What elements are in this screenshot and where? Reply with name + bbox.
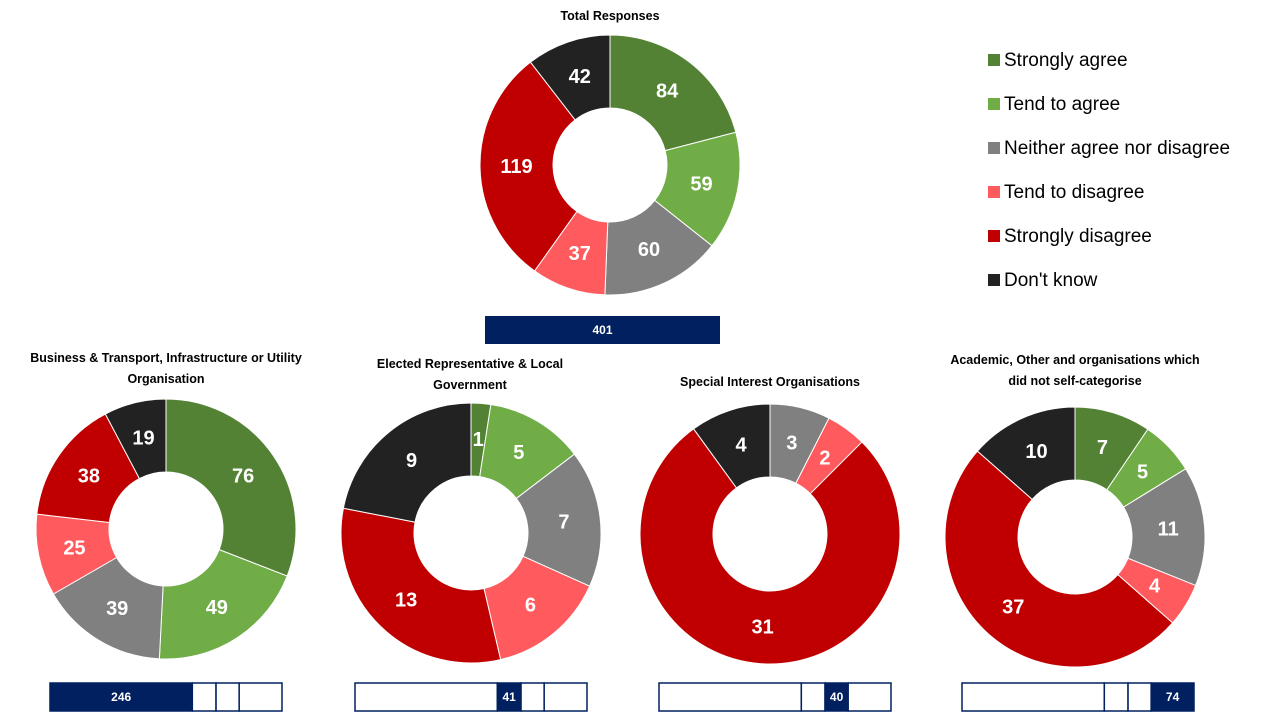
group-bar-segment bbox=[238, 682, 283, 712]
group-bar-segment bbox=[847, 682, 892, 712]
slice-label: 4 bbox=[1149, 575, 1161, 597]
slice-label: 5 bbox=[513, 442, 524, 464]
group-bar-segment bbox=[1127, 682, 1152, 712]
group-bar-segment bbox=[354, 682, 499, 712]
slice bbox=[529, 34, 611, 121]
group-bar-segment bbox=[658, 682, 803, 712]
legend-swatch bbox=[988, 98, 1000, 110]
chart-title: Business & Transport, Infrastructure or … bbox=[30, 351, 302, 386]
slice-label: 49 bbox=[206, 597, 228, 619]
slice-label: 37 bbox=[569, 243, 591, 265]
group-bar-segment bbox=[543, 682, 588, 712]
slice-label: 4 bbox=[736, 434, 748, 456]
slice-label: 13 bbox=[395, 590, 417, 612]
legend-swatch bbox=[988, 142, 1000, 154]
legend-label: Tend to disagree bbox=[1004, 182, 1145, 203]
slice-label: 37 bbox=[1002, 596, 1024, 618]
legend-label: Don't know bbox=[1004, 270, 1098, 291]
slice-label: 60 bbox=[638, 239, 660, 261]
group-bar-segment bbox=[191, 682, 217, 712]
slice-label: 2 bbox=[819, 448, 830, 470]
slice-label: 38 bbox=[78, 465, 100, 487]
total-bar bbox=[485, 316, 720, 344]
chart-title: Special Interest Organisations bbox=[680, 375, 860, 389]
legend-swatch bbox=[988, 230, 1000, 242]
slice bbox=[692, 403, 771, 489]
legend-label: Strongly disagree bbox=[1004, 226, 1152, 247]
slice-label: 31 bbox=[752, 616, 774, 638]
slice bbox=[165, 398, 297, 577]
slice-label: 119 bbox=[500, 156, 532, 178]
slice-label: 76 bbox=[232, 465, 254, 487]
legend-swatch bbox=[988, 274, 1000, 286]
chart-title: Total Responses bbox=[560, 9, 660, 23]
group-bar-segment bbox=[1150, 682, 1195, 712]
group-bar-segment bbox=[961, 682, 1106, 712]
group-bar-segment bbox=[1103, 682, 1129, 712]
total-label: 40 bbox=[830, 690, 844, 704]
slice bbox=[340, 507, 502, 664]
total-label: 401 bbox=[592, 323, 612, 337]
group-bar-segment bbox=[215, 682, 240, 712]
slice-label: 3 bbox=[786, 432, 797, 454]
legend-swatch bbox=[988, 186, 1000, 198]
slice bbox=[36, 413, 141, 524]
total-label: 246 bbox=[111, 690, 131, 704]
slice bbox=[104, 398, 167, 480]
chart-title: Academic, Other and organisations which … bbox=[950, 353, 1200, 388]
slice-label: 25 bbox=[63, 537, 85, 559]
group-bar-segment bbox=[520, 682, 545, 712]
slice bbox=[976, 406, 1076, 501]
total-label: 74 bbox=[1166, 690, 1180, 704]
slice-label: 42 bbox=[569, 66, 591, 88]
chart-title: Elected Representative & Local Governmen… bbox=[376, 357, 564, 392]
slice-label: 39 bbox=[106, 598, 128, 620]
slice-label: 1 bbox=[473, 429, 484, 451]
slice-label: 11 bbox=[1158, 518, 1179, 540]
group-bar-segment bbox=[800, 682, 826, 712]
slice-label: 59 bbox=[690, 174, 712, 196]
slice-label: 5 bbox=[1137, 462, 1148, 484]
slice-label: 9 bbox=[406, 450, 417, 472]
slice bbox=[342, 402, 472, 523]
slice bbox=[944, 450, 1174, 668]
total-label: 41 bbox=[503, 690, 517, 704]
slice-label: 10 bbox=[1025, 441, 1047, 463]
legend-swatch bbox=[988, 54, 1000, 66]
slice-label: 7 bbox=[1097, 437, 1108, 459]
slice-label: 7 bbox=[558, 512, 569, 534]
slice-label: 19 bbox=[132, 428, 154, 450]
slice-label: 6 bbox=[525, 594, 536, 616]
slice-label: 84 bbox=[656, 80, 679, 102]
legend-label: Strongly agree bbox=[1004, 50, 1128, 71]
group-bar-segment bbox=[49, 682, 194, 712]
slice bbox=[639, 428, 901, 665]
slice bbox=[609, 34, 737, 152]
slice bbox=[515, 453, 602, 587]
slice bbox=[158, 548, 288, 660]
legend-label: Neither agree nor disagree bbox=[1004, 138, 1230, 159]
slice bbox=[479, 61, 578, 272]
legend-label: Tend to agree bbox=[1004, 94, 1120, 115]
